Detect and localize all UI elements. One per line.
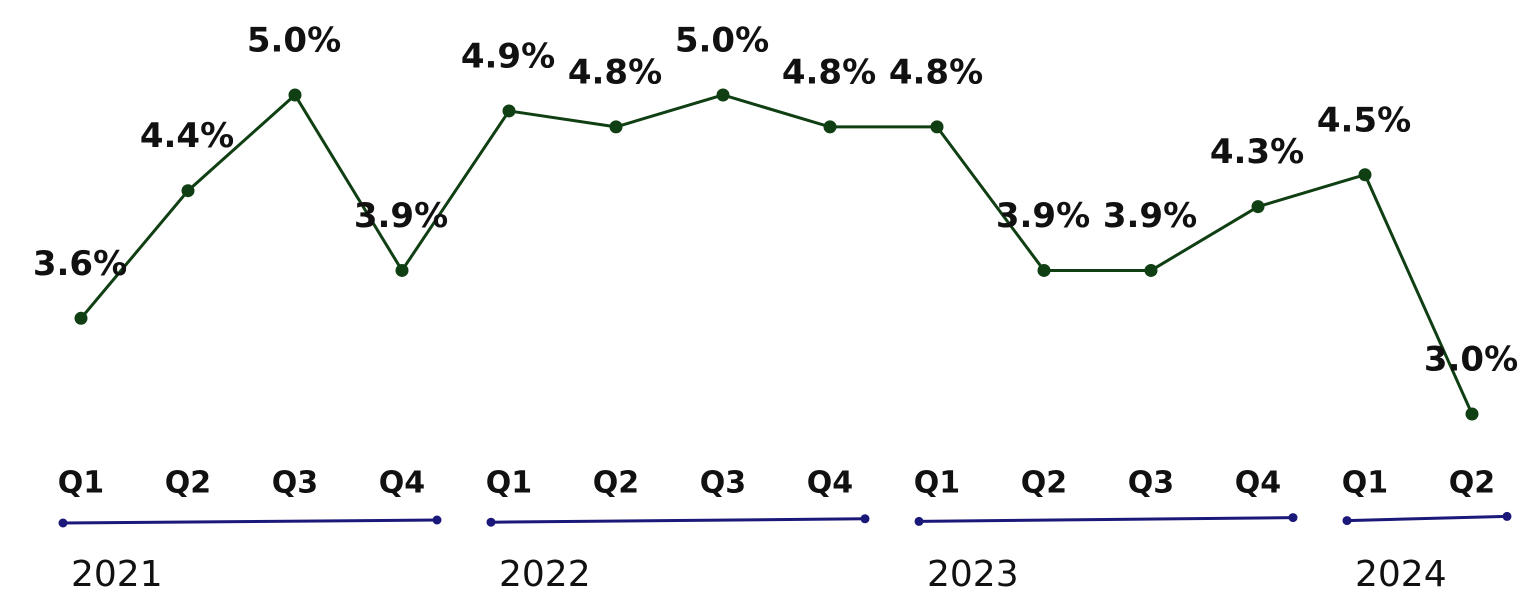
data-label: 4.8%	[782, 52, 876, 92]
data-label: 4.5%	[1317, 100, 1411, 140]
data-label: 5.0%	[247, 21, 341, 61]
bracket-end	[58, 518, 68, 528]
x-tick-label: Q1	[914, 466, 960, 501]
x-tick-label: Q2	[165, 466, 211, 501]
x-tick-label: Q2	[1449, 466, 1495, 501]
bracket-end	[1502, 511, 1512, 521]
point	[1358, 168, 1372, 182]
data-label: 3.9%	[996, 196, 1090, 236]
x-tick-label: Q2	[1021, 466, 1067, 501]
group-label: 2023	[927, 554, 1019, 594]
point	[823, 120, 837, 134]
data-label: 4.8%	[889, 52, 983, 92]
data-label: 4.4%	[140, 116, 234, 156]
point	[716, 88, 730, 102]
group-label: 2022	[499, 554, 591, 594]
group-bracket	[1346, 514, 1508, 523]
point	[288, 88, 302, 102]
x-tick-label: Q3	[700, 466, 746, 501]
x-tick-label: Q3	[1128, 466, 1174, 501]
point	[1251, 200, 1265, 214]
data-label: 4.9%	[461, 36, 555, 76]
x-tick-label: Q2	[593, 466, 639, 501]
x-tick-label: Q1	[58, 466, 104, 501]
point	[609, 120, 623, 134]
data-label: 4.3%	[1210, 132, 1304, 172]
group-bracket	[62, 518, 438, 525]
x-tick-label: Q1	[1342, 466, 1388, 501]
x-tick-label: Q4	[807, 466, 853, 501]
x-tick-label: Q4	[1235, 466, 1281, 501]
group-bracket	[918, 516, 1294, 523]
group-label: 2024	[1355, 554, 1447, 594]
x-tick-label: Q4	[379, 466, 425, 501]
x-tick-label: Q3	[272, 466, 318, 501]
point	[502, 104, 516, 118]
point	[74, 311, 88, 325]
bracket-end	[432, 515, 442, 525]
data-label: 4.8%	[568, 52, 662, 92]
bracket-end	[1288, 513, 1298, 523]
bracket-end	[1342, 516, 1352, 526]
point	[1465, 407, 1479, 421]
bracket-end	[914, 516, 924, 526]
bracket-end	[486, 517, 496, 527]
point	[930, 120, 944, 134]
point	[1037, 263, 1051, 277]
point	[395, 263, 409, 277]
x-tick-label: Q1	[486, 466, 532, 501]
bracket-end	[860, 514, 870, 524]
data-label: 3.9%	[354, 196, 448, 236]
point	[181, 184, 195, 198]
data-label: 3.9%	[1103, 196, 1197, 236]
line	[79, 92, 1474, 415]
group-label: 2021	[71, 554, 163, 594]
group-bracket	[490, 517, 866, 524]
data-label: 5.0%	[675, 21, 769, 61]
data-label: 3.6%	[33, 244, 127, 284]
data-label: 3.0%	[1424, 340, 1518, 380]
point	[1144, 263, 1158, 277]
